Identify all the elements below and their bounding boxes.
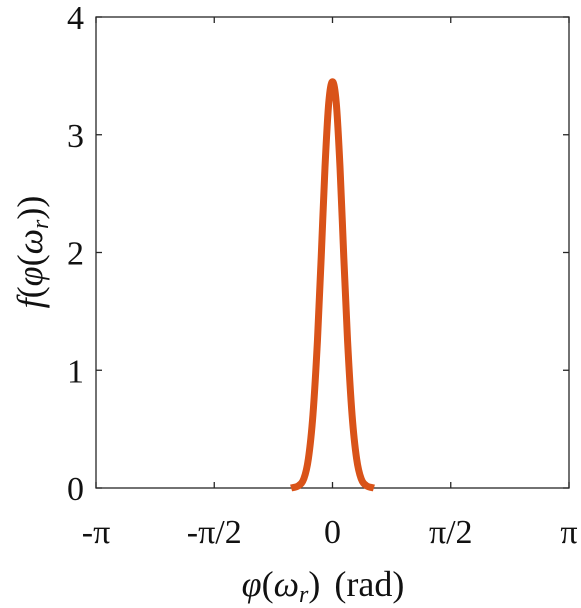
x-tick-label: π xyxy=(560,514,577,551)
x-tick-label: π/2 xyxy=(429,514,473,551)
x-ticks: -π -π/2 0 π/2 π xyxy=(82,17,578,551)
x-tick-label: -π/2 xyxy=(187,514,242,551)
y-axis-label: f(φ(ωr)) xyxy=(10,196,54,309)
y-tick-label: 1 xyxy=(67,353,84,390)
y-tick-label: 3 xyxy=(67,118,84,155)
y-tick-label: 4 xyxy=(67,0,84,37)
x-axis-label: φ(ωr) (rad) xyxy=(242,564,405,608)
series-group xyxy=(290,78,375,492)
x-tick-label: -π xyxy=(82,514,111,551)
y-tick-label: 0 xyxy=(67,471,84,508)
y-tick-label: 2 xyxy=(67,236,84,273)
y-ticks: 0 1 2 3 4 xyxy=(67,0,569,508)
x-tick-label: 0 xyxy=(324,514,341,551)
series-line xyxy=(290,78,375,492)
